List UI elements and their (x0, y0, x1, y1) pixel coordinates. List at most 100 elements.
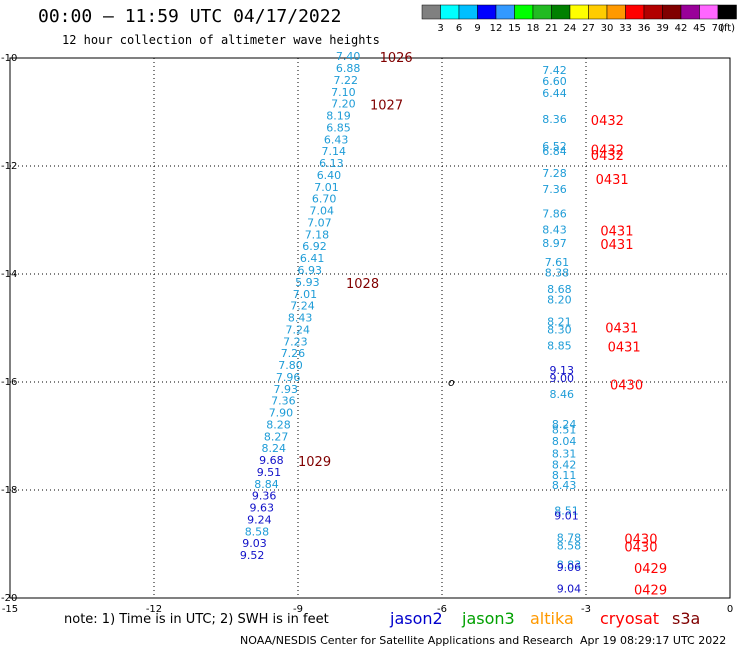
origin-marker: o (448, 376, 455, 389)
wave-height-label: 9.52 (240, 549, 265, 562)
wave-height-label: 8.58 (557, 539, 582, 552)
colorbar-swatch (662, 4, 682, 20)
pass-time-label: 0431 (605, 322, 638, 337)
wave-height-label: 8.04 (552, 435, 577, 448)
wave-height-label: 6.85 (326, 121, 351, 134)
pass-time-label: 0431 (600, 238, 633, 253)
wave-height-label: 9.24 (247, 513, 272, 526)
colorbar-swatch (440, 4, 460, 20)
wave-height-label: 6.92 (302, 240, 327, 253)
wave-height-label: 8.43 (552, 479, 577, 492)
wave-height-label: 5.93 (295, 276, 320, 289)
pass-time-label: 0431 (608, 341, 641, 356)
wave-height-label: 6.44 (542, 87, 567, 100)
wave-height-label: 7.18 (305, 228, 330, 241)
wave-height-label: 7.80 (278, 359, 303, 372)
wave-height-label: 6.88 (336, 62, 361, 75)
legend-jason2: jason2 (390, 609, 443, 628)
y-tick-label: -14 (1, 269, 17, 280)
colorbar-swatch (477, 4, 497, 20)
wave-height-label: 7.23 (283, 335, 308, 348)
colorbar-label: 70 (712, 23, 725, 34)
wave-height-label: 6.52 (542, 140, 567, 153)
wave-height-label: 6.93 (298, 264, 323, 277)
wave-height-label: 8.20 (547, 294, 572, 307)
wave-height-label: 8.27 (264, 430, 289, 443)
wave-height-label: 8.31 (552, 448, 577, 461)
wave-height-label: 8.78 (557, 531, 582, 544)
colorbar-swatch (588, 4, 608, 20)
colorbar-label: 12 (490, 23, 503, 34)
x-tick-label: -6 (437, 604, 447, 615)
wave-height-label: 8.28 (266, 418, 291, 431)
wave-height-label: 8.19 (326, 110, 351, 123)
pass-time-label: 0432 (591, 144, 624, 159)
colorbar-label: 33 (619, 23, 632, 34)
wave-height-label: 6.40 (317, 169, 342, 182)
colorbar-label: 6 (456, 23, 462, 34)
wave-height-label: 8.97 (542, 237, 567, 250)
colorbar-label: (ft) (720, 23, 735, 34)
wave-height-label: 7.40 (336, 50, 361, 63)
colorbar-swatch (569, 4, 589, 20)
wave-height-label: 6.84 (542, 145, 567, 158)
colorbar-label: 45 (693, 23, 706, 34)
y-tick-label: -20 (1, 593, 17, 604)
wave-height-label: 9.01 (554, 510, 579, 523)
x-tick-label: -12 (146, 604, 162, 615)
wave-height-label: 8.85 (547, 340, 572, 353)
wave-height-label: 7.36 (542, 183, 567, 196)
colorbar-swatch (514, 4, 534, 20)
colorbar-label: 30 (601, 23, 614, 34)
legend-jason3: jason3 (462, 609, 515, 628)
pass-time-label: 0430 (610, 378, 643, 393)
legend-cryosat: cryosat (600, 609, 660, 628)
wave-height-label: 7.01 (293, 288, 318, 301)
colorbar-label: 18 (527, 23, 540, 34)
wave-height-label: 6.70 (312, 193, 337, 206)
x-tick-label: -9 (293, 604, 303, 615)
pass-time-label: 1028 (346, 277, 379, 292)
pass-time-label: 0429 (634, 562, 667, 577)
wave-height-label: 7.26 (281, 347, 306, 360)
x-tick-label: 0 (727, 604, 733, 615)
pass-time-label: 0432 (591, 149, 624, 164)
generated-timestamp: Apr 19 08:29:17 UTC 2022 (580, 634, 727, 647)
colorbar-swatch (699, 4, 719, 20)
colorbar-swatch (495, 4, 515, 20)
pass-time-label: 1027 (370, 99, 403, 114)
wave-height-label: 7.22 (334, 74, 359, 87)
wave-height-label: 9.63 (250, 502, 275, 515)
wave-height-label: 8.68 (547, 283, 572, 296)
colorbar-swatch (532, 4, 552, 20)
wave-height-label: 7.96 (276, 371, 301, 384)
legend-altika: altika (530, 609, 574, 628)
wave-height-label: 6.41 (300, 252, 325, 265)
wave-height-label: 8.24 (552, 418, 577, 431)
pass-time-label: 0431 (600, 225, 633, 240)
colorbar-swatch (458, 4, 478, 20)
colorbar-label: 9 (474, 23, 480, 34)
chart-subtitle: 12 hour collection of altimeter wave hei… (62, 33, 380, 47)
wave-height-label: 8.51 (552, 423, 577, 436)
wave-height-label: 7.20 (331, 98, 356, 111)
wave-height-label: 9.13 (550, 364, 575, 377)
wave-height-label: 8.24 (262, 442, 287, 455)
pass-time-label: 0430 (624, 540, 657, 555)
colorbar-swatch (717, 4, 737, 20)
x-tick-label: -3 (581, 604, 591, 615)
wave-height-label: 8.84 (254, 478, 279, 491)
colorbar-swatch (643, 4, 663, 20)
y-tick-label: -18 (1, 485, 17, 496)
wave-height-label: 7.93 (274, 383, 299, 396)
legend-s3a: s3a (672, 609, 701, 628)
wave-height-label: 8.38 (545, 267, 570, 280)
pass-time-label: 0430 (624, 532, 657, 547)
wave-height-label: 7.04 (310, 205, 335, 218)
plot-frame (9, 57, 731, 599)
colorbar-swatch (421, 4, 441, 20)
wave-height-label: 8.11 (552, 469, 577, 482)
wave-height-label: 7.24 (286, 323, 311, 336)
wave-height-label: 6.43 (324, 133, 349, 146)
